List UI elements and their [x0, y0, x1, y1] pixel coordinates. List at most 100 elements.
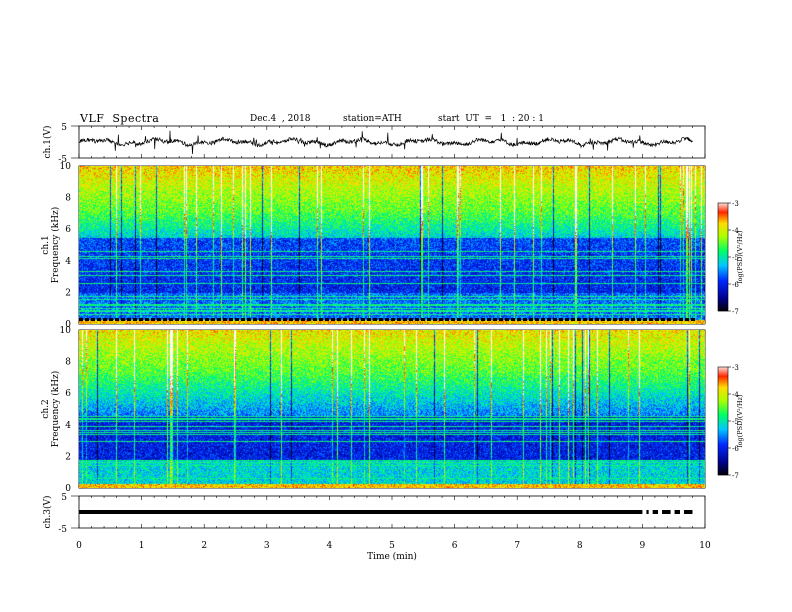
timing-mark — [643, 318, 647, 321]
timing-mark — [631, 318, 635, 321]
timing-mark — [619, 318, 623, 321]
timing-mark — [547, 318, 551, 321]
timing-mark — [373, 318, 377, 321]
timing-mark — [649, 318, 653, 321]
x-tick-label: 8 — [577, 541, 583, 551]
timing-mark — [253, 318, 257, 321]
timing-mark — [271, 318, 275, 321]
timing-mark — [487, 318, 491, 321]
timing-mark — [223, 318, 227, 321]
timing-mark — [313, 318, 317, 321]
timing-mark — [277, 318, 281, 321]
timing-mark — [145, 318, 149, 321]
timing-mark — [157, 318, 161, 321]
timing-mark — [481, 318, 485, 321]
timing-mark — [661, 318, 665, 321]
timing-mark — [151, 318, 155, 321]
y-tick-label: 0 — [65, 484, 71, 494]
y-tick-label: 2 — [65, 452, 71, 462]
timing-mark — [385, 318, 389, 321]
timing-mark — [331, 318, 335, 321]
timing-mark — [691, 318, 695, 321]
y-tick-label: 8 — [65, 358, 71, 368]
timing-mark — [109, 318, 113, 321]
y-tick-label: 4 — [65, 421, 71, 431]
colorbar-label: log(PSD)(V²/Hz) — [736, 230, 744, 283]
colorbar-label: log(PSD)(V²/Hz) — [736, 394, 744, 447]
start-ut-label: start UT = 1 : 20 : 1 — [438, 114, 544, 124]
timing-mark — [79, 318, 83, 321]
timing-mark — [577, 318, 581, 321]
colorbar-tick-label: -6 — [732, 445, 739, 453]
ch2-spectrogram — [79, 330, 705, 488]
colorbar-tick-label: -3 — [732, 200, 739, 208]
timing-mark — [439, 318, 443, 321]
timing-mark — [121, 318, 125, 321]
ch3-trace — [79, 509, 693, 515]
colorbar-tick-label: -3 — [732, 364, 739, 372]
y-tick-label: 8 — [65, 194, 71, 204]
timing-mark — [469, 318, 473, 321]
timing-mark — [247, 318, 251, 321]
y-tick-label: 5 — [61, 493, 67, 503]
timing-mark — [403, 318, 407, 321]
timing-mark — [445, 318, 449, 321]
timing-mark — [475, 318, 479, 321]
timing-mark — [301, 318, 305, 321]
timing-mark — [583, 318, 587, 321]
timing-mark — [433, 318, 437, 321]
timing-mark — [289, 318, 293, 321]
timing-mark — [565, 318, 569, 321]
spectrogram-image — [79, 330, 705, 488]
timing-mark — [637, 318, 641, 321]
timing-mark — [175, 318, 179, 321]
channel-label: ch.2 — [41, 399, 51, 418]
timing-mark — [199, 318, 203, 321]
timing-mark — [259, 318, 263, 321]
colorbar-tick-label: -5 — [732, 254, 739, 262]
timing-mark — [493, 318, 497, 321]
timing-mark — [229, 318, 233, 321]
x-tick-label: 10 — [699, 541, 711, 551]
y-tick-label: 6 — [65, 389, 71, 399]
timing-mark — [115, 318, 119, 321]
timing-mark — [427, 318, 431, 321]
y-tick-label: 10 — [60, 162, 72, 172]
x-tick-label: 6 — [452, 541, 458, 551]
timing-mark — [361, 318, 365, 321]
ch1-waveform-line — [78, 130, 693, 155]
x-tick-label: 2 — [201, 541, 207, 551]
date-label: Dec.4 , 2018 — [250, 114, 311, 124]
y-tick-label: 4 — [65, 257, 71, 267]
x-tick-label: 5 — [389, 541, 395, 551]
y-tick-label: 6 — [65, 225, 71, 235]
y-axis-label: Frequency (kHz) — [50, 207, 61, 284]
timing-mark — [601, 318, 605, 321]
timing-mark — [655, 318, 659, 321]
timing-mark — [343, 318, 347, 321]
timing-mark — [535, 318, 539, 321]
colorbar-tick-label: -5 — [732, 418, 739, 426]
timing-mark — [625, 318, 629, 321]
timing-mark — [337, 318, 341, 321]
timing-mark — [265, 318, 269, 321]
timing-mark — [607, 318, 611, 321]
timing-mark — [355, 318, 359, 321]
y-axis-label: Frequency (kHz) — [50, 371, 61, 448]
colorbar-tick-label: -7 — [732, 472, 739, 480]
colorbar-tick-label: -7 — [732, 308, 739, 316]
timing-mark — [205, 318, 209, 321]
ch3-gap — [679, 509, 684, 515]
timing-mark — [421, 318, 425, 321]
timing-mark — [325, 318, 329, 321]
timing-mark — [193, 318, 197, 321]
timing-mark — [409, 318, 413, 321]
timing-mark — [367, 318, 371, 321]
timing-mark — [529, 318, 533, 321]
timing-mark — [211, 318, 215, 321]
ch3-gap — [658, 509, 663, 515]
x-tick-label: 3 — [264, 541, 270, 551]
timing-mark — [235, 318, 239, 321]
ch3-gap — [648, 509, 653, 515]
